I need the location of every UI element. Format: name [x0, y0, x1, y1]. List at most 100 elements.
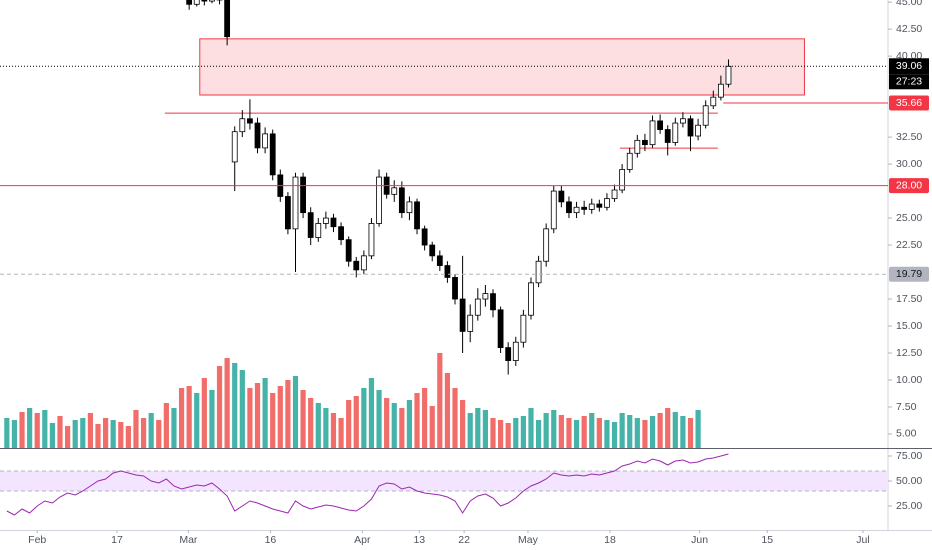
y-tick-label: 17.50	[896, 293, 922, 305]
x-tick-label: 16	[265, 534, 277, 546]
volume-bar	[156, 420, 162, 448]
volume-bar	[505, 423, 511, 448]
candle-body	[452, 277, 458, 300]
level-tag-label: 35.66	[896, 97, 922, 109]
volume-bar	[102, 418, 109, 448]
y-tick-label: 7.50	[896, 401, 917, 413]
x-tick-label: May	[518, 534, 539, 546]
candle-body	[611, 189, 618, 200]
volume-bar	[467, 413, 473, 448]
volume-bar	[604, 420, 610, 448]
volume-bar	[232, 363, 238, 448]
candle-body	[353, 260, 360, 271]
y-tick-label: 45.00	[896, 0, 922, 8]
candle-body	[702, 105, 709, 126]
candle-body	[262, 133, 269, 149]
candle-body	[474, 298, 481, 316]
volume-bar	[49, 423, 56, 448]
candle-body	[657, 120, 664, 130]
volume-bar	[558, 415, 564, 448]
volume-bar	[399, 408, 405, 448]
candle-body	[649, 120, 656, 146]
volume-bar	[171, 408, 177, 448]
volume-bar	[414, 393, 420, 448]
volume-bar	[376, 390, 382, 448]
candle-body	[269, 133, 276, 176]
volume-bar	[528, 408, 534, 448]
y-tick-label: 42.50	[896, 23, 922, 35]
volume-bar	[323, 408, 329, 448]
x-tick-label: 22	[458, 534, 470, 546]
candle-body	[398, 187, 405, 214]
volume-bar	[308, 398, 314, 448]
volume-bar	[292, 376, 299, 448]
candle-body	[345, 239, 352, 262]
y-tick-label: 50.00	[896, 475, 922, 487]
candle-body	[444, 265, 451, 278]
y-tick-label: 25.00	[896, 212, 922, 224]
candle-body	[490, 293, 496, 311]
volume-bar	[72, 420, 78, 448]
level-tag	[889, 266, 929, 282]
candle-body	[209, 0, 215, 2]
volume-bar	[634, 418, 640, 448]
y-tick-label: 10.00	[896, 374, 922, 386]
volume-bar	[346, 400, 352, 448]
last-price-tag	[889, 58, 929, 75]
volume-bar	[224, 358, 230, 448]
candle-body	[201, 0, 208, 2]
volume-bar	[490, 418, 496, 448]
volume-bar	[330, 413, 337, 448]
x-tick-label: Apr	[354, 534, 371, 546]
volume-bar	[680, 416, 686, 448]
x-tick-label: Feb	[28, 534, 46, 546]
volume-bar	[665, 408, 671, 448]
volume-bar	[338, 418, 344, 448]
volume-bar	[57, 416, 63, 448]
volume-bar	[452, 388, 458, 448]
volume-bar	[687, 418, 694, 448]
y-tick-label: 25.00	[896, 500, 922, 512]
candle-body	[193, 0, 200, 5]
x-tick-label: 13	[413, 534, 425, 546]
candle-body	[247, 118, 253, 124]
volume-bar	[437, 353, 443, 448]
volume-bar	[482, 410, 488, 448]
volume-bar	[201, 378, 207, 448]
candle-body	[307, 212, 314, 238]
y-tick-label: 22.50	[896, 239, 922, 251]
y-tick-label: 5.00	[896, 428, 917, 440]
volume-bar	[573, 420, 580, 448]
candle-body	[717, 83, 724, 98]
candle-body	[543, 228, 550, 262]
volume-bar	[19, 412, 25, 448]
candle-body	[558, 190, 565, 203]
candle-body	[330, 217, 337, 228]
volume-bar	[247, 388, 253, 448]
last-price-label: 39.06	[896, 60, 922, 72]
x-tick-label: 17	[111, 534, 123, 546]
volume-bar	[194, 393, 200, 448]
volume-bar	[429, 406, 435, 448]
candle-body	[292, 176, 299, 230]
countdown-tag	[889, 74, 929, 90]
candle-body	[634, 139, 641, 154]
y-tick-label: 12.50	[896, 347, 922, 359]
candle-body	[642, 139, 648, 146]
volume-bar	[27, 408, 33, 448]
volume-bar	[216, 366, 223, 448]
volume-bar	[34, 413, 40, 448]
volume-bar	[520, 416, 526, 448]
candle-body	[482, 293, 489, 300]
volume-bar	[125, 426, 131, 448]
volume-bar	[672, 412, 678, 448]
candle-body	[376, 176, 382, 224]
candle-body	[505, 347, 512, 361]
volume-bar	[65, 426, 71, 448]
zone	[199, 38, 805, 96]
volume-bar	[186, 386, 192, 448]
volume-bar	[42, 410, 48, 448]
candle-body	[581, 206, 588, 210]
volume-bar	[178, 388, 185, 448]
candle-body	[725, 65, 732, 85]
